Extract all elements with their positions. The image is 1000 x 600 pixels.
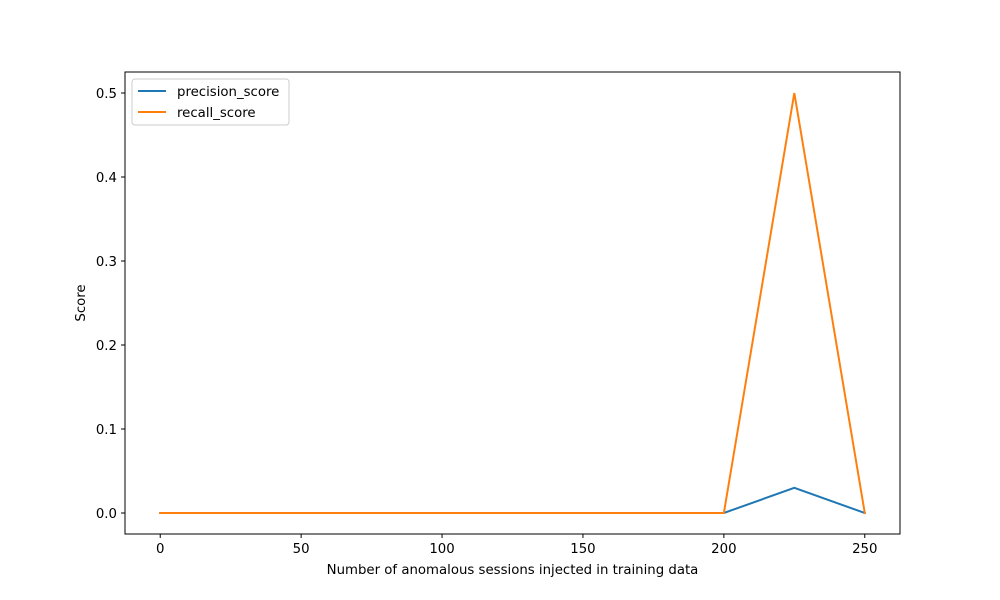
y-tick-label: 0.1 (96, 423, 117, 438)
y-tick-label: 0.5 (96, 87, 117, 102)
series-layer (159, 92, 867, 515)
x-tick-label: 50 (293, 542, 310, 557)
x-axis-label: Number of anomalous sessions injected in… (327, 563, 699, 578)
legend: precision_score recall_score (131, 78, 290, 126)
series-line-recall-score (159, 92, 866, 515)
y-tick-label: 0.3 (96, 255, 117, 270)
x-axis-ticks: 0 50 100 150 200 250 (156, 534, 877, 557)
x-tick-label: 0 (156, 542, 164, 557)
y-tick-label: 0.4 (96, 171, 117, 186)
legend-frame (131, 78, 290, 126)
plot-area-frame (124, 71, 901, 535)
x-tick-label: 250 (852, 542, 877, 557)
x-tick-label: 200 (711, 542, 736, 557)
y-axis-ticks: 0.0 0.1 0.2 0.3 0.4 0.5 (96, 87, 125, 522)
legend-label-precision: precision_score (177, 85, 279, 100)
x-tick-label: 150 (570, 542, 595, 557)
y-tick-label: 0.2 (96, 339, 117, 354)
y-axis-label: Score (74, 284, 89, 321)
y-tick-label: 0.0 (96, 507, 117, 522)
legend-label-recall: recall_score (177, 106, 256, 121)
x-tick-label: 100 (429, 542, 454, 557)
